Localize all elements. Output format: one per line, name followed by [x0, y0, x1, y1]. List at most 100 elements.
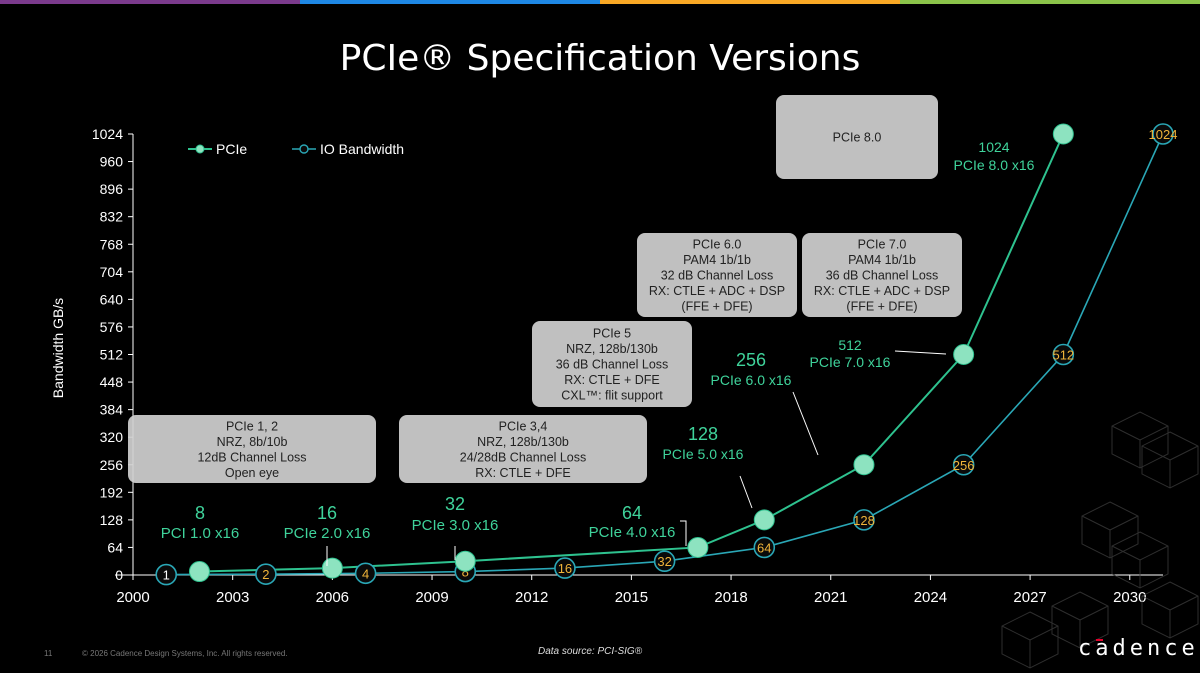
- x-tick-label: 2021: [814, 589, 847, 606]
- callout-text: RX: CTLE + DFE: [564, 373, 660, 387]
- callout-box: [128, 415, 376, 483]
- io-bandwidth-point-label: 256: [953, 458, 975, 473]
- y-tick-label: 576: [100, 319, 124, 335]
- pcie-point: [953, 344, 975, 365]
- annotation-leader-line: [894, 350, 947, 355]
- x-tick-label: 2015: [615, 589, 648, 606]
- y-tick-label: 960: [100, 154, 124, 170]
- annotation-label: PCIe 7.0 x16: [810, 354, 891, 370]
- slide-number: 11: [44, 649, 53, 658]
- callout-text: 32 dB Channel Loss: [661, 269, 774, 283]
- callout-text: PCIe 3,4: [499, 419, 548, 433]
- annotation-label: PCIe 3.0 x16: [412, 517, 499, 534]
- callout-text: 36 dB Channel Loss: [556, 358, 669, 372]
- callout-text: RX: CTLE + ADC + DSP: [649, 284, 785, 298]
- decorative-cube: [1141, 431, 1199, 489]
- callout-text: Open eye: [225, 466, 279, 480]
- callout-text: PAM4 1b/1b: [848, 253, 916, 267]
- decorative-cube: [1111, 531, 1169, 589]
- callout-box: [637, 233, 797, 317]
- io-bandwidth-point: [1152, 123, 1174, 145]
- pcie-point: [753, 509, 775, 531]
- legend-io-label: IO Bandwidth: [320, 141, 404, 157]
- callout-text: RX: CTLE + DFE: [475, 466, 571, 480]
- y-tick-label: 768: [100, 236, 124, 252]
- callout-text: PCIe 5: [593, 327, 631, 341]
- annotation-value: 256: [736, 350, 766, 370]
- decorative-cube: [1051, 591, 1109, 649]
- y-tick-label: 896: [100, 181, 124, 197]
- io-bandwidth-point-label: 128: [853, 513, 875, 528]
- y-tick-label: 64: [107, 539, 123, 555]
- annotation-label: PCI 1.0 x16: [161, 525, 239, 542]
- y-tick-label: 192: [100, 484, 124, 500]
- pcie-point: [687, 536, 709, 558]
- io-bandwidth-point-label: 2: [262, 567, 269, 582]
- x-tick-label: 2009: [415, 589, 448, 606]
- annotation-leader-line: [792, 391, 819, 456]
- callout-text: PCIe 8.0: [833, 131, 882, 145]
- io-bandwidth-point: [653, 550, 676, 573]
- callout-text: PCIe 1, 2: [226, 419, 278, 433]
- io-bandwidth-point-label: 1: [163, 568, 170, 583]
- data-source: Data source: PCI-SIG®: [538, 646, 643, 657]
- annotation-label: PCIe 6.0 x16: [711, 372, 792, 388]
- annotation-leader-line: [739, 475, 753, 509]
- x-tick-label: 2024: [914, 589, 947, 606]
- x-tick-label: 2012: [515, 589, 548, 606]
- annotation-value: 1024: [978, 139, 1009, 155]
- logo-accent-mark: [1096, 639, 1103, 641]
- legend-io-marker: [299, 144, 309, 154]
- accent-segment-blue: [300, 0, 600, 4]
- io-bandwidth-point-label: 64: [757, 540, 771, 555]
- callout-box: [399, 415, 647, 483]
- io-bandwidth-point: [853, 509, 875, 531]
- io-bandwidth-point-label: 4: [362, 566, 369, 581]
- copyright-text: © 2026 Cadence Design Systems, Inc. All …: [82, 649, 288, 658]
- accent-segment-purple: [0, 0, 300, 4]
- y-tick-label: 512: [100, 347, 124, 363]
- io-bandwidth-point: [753, 536, 776, 559]
- callout-text: PAM4 1b/1b: [683, 253, 751, 267]
- annotation-label: PCIe 8.0 x16: [954, 157, 1035, 173]
- callout-text: NRZ, 128b/130b: [477, 435, 569, 449]
- legend-pcie-label: PCIe: [216, 141, 247, 157]
- x-tick-label: 2027: [1013, 589, 1046, 606]
- top-accent-bar: [0, 0, 1200, 4]
- io-bandwidth-point: [554, 557, 576, 579]
- io-bandwidth-point: [1052, 343, 1075, 366]
- io-bandwidth-point-label: 16: [558, 561, 572, 576]
- pcie-point: [1052, 123, 1074, 145]
- callout-text: 24/28dB Channel Loss: [460, 450, 586, 464]
- callout-text: (FFE + DFE): [681, 300, 752, 314]
- x-tick-label: 2030: [1113, 589, 1146, 606]
- io-bandwidth-point-label: 1024: [1149, 127, 1178, 142]
- callout-box: [802, 233, 962, 317]
- y-tick-label: 448: [100, 374, 124, 390]
- decorative-cube-pattern: [1001, 411, 1199, 669]
- annotation-value: 8: [195, 503, 205, 523]
- io-bandwidth-point-label: 32: [657, 554, 671, 569]
- callout-text: 12dB Channel Loss: [197, 450, 306, 464]
- x-tick-label: 2006: [316, 589, 349, 606]
- legend-pcie-marker: [195, 144, 205, 154]
- callout-text: PCIe 6.0: [693, 238, 742, 252]
- decorative-cube: [1141, 581, 1199, 639]
- callout-box: [532, 321, 692, 407]
- y-tick-label: 384: [100, 402, 124, 418]
- annotation-leader-line: [680, 520, 687, 546]
- pcie-point: [454, 550, 476, 572]
- annotation-value: 512: [838, 337, 862, 353]
- callout-text: RX: CTLE + ADC + DSP: [814, 284, 950, 298]
- y-tick-label: 256: [100, 457, 124, 473]
- callout-text: NRZ, 128b/130b: [566, 342, 658, 356]
- decorative-cube: [1081, 501, 1139, 559]
- callout-text: 36 dB Channel Loss: [826, 269, 939, 283]
- io-bandwidth-point-label: 8: [462, 565, 469, 580]
- y-tick-label: 704: [100, 264, 124, 280]
- pcie-point: [321, 557, 343, 579]
- callout-text: PCIe 7.0: [858, 238, 907, 252]
- x-tick-label: 2018: [714, 589, 747, 606]
- callout-text: (FFE + DFE): [846, 300, 917, 314]
- accent-segment-green: [900, 0, 1200, 4]
